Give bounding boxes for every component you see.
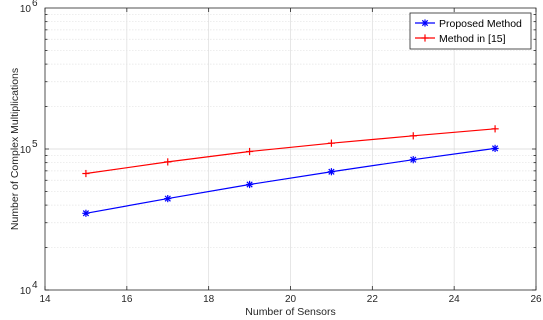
x-tick-label: 22 [367, 294, 379, 305]
y-tick-label-exponent: 4 [32, 280, 38, 291]
data-point-series-0 [491, 144, 499, 152]
x-axis-label: Number of Sensors [245, 306, 335, 318]
data-point-series-1 [245, 147, 254, 156]
data-point-series-1 [409, 132, 417, 140]
data-point-series-1 [327, 139, 336, 147]
y-tick-label-exponent: 5 [32, 139, 38, 150]
series-layer [82, 125, 499, 217]
y-tick-label-base: 10 [20, 4, 32, 15]
x-tick-label: 18 [203, 294, 215, 305]
x-tick-label: 16 [121, 294, 133, 305]
data-point-series-1 [491, 125, 499, 133]
data-point-series-1 [82, 169, 90, 178]
data-point-series-0 [82, 209, 90, 217]
data-point-series-0 [164, 194, 172, 203]
y-axis-label: Number of Complex Multiplications [9, 68, 21, 230]
series-line-1 [85, 128, 496, 175]
y-tick-label: 105 [20, 139, 38, 156]
data-point-series-1 [164, 158, 172, 166]
legend-swatch-marker [421, 19, 429, 27]
legend: Proposed Method Method in [15] [409, 12, 532, 50]
y-tick-label: 104 [20, 280, 38, 297]
legend-swatch-marker [421, 34, 429, 42]
data-point-series-0 [409, 156, 417, 164]
x-tick-label: 24 [449, 294, 461, 305]
x-tick-label: 26 [530, 294, 542, 305]
legend-box [409, 12, 532, 50]
x-tick-label: 14 [39, 294, 51, 305]
y-tick-label-base: 10 [20, 286, 32, 297]
x-tick-label: 20 [285, 294, 297, 305]
y-tick-label: 106 [20, 0, 38, 15]
legend-entry-label: Proposed Method [439, 18, 522, 30]
data-point-series-0 [245, 180, 254, 189]
legend-entry-label: Method in [15] [439, 33, 506, 45]
y-tick-label-exponent: 6 [32, 0, 38, 9]
series-line-0 [85, 147, 496, 214]
y-tick-label-base: 10 [20, 145, 32, 156]
data-point-series-0 [327, 168, 336, 176]
